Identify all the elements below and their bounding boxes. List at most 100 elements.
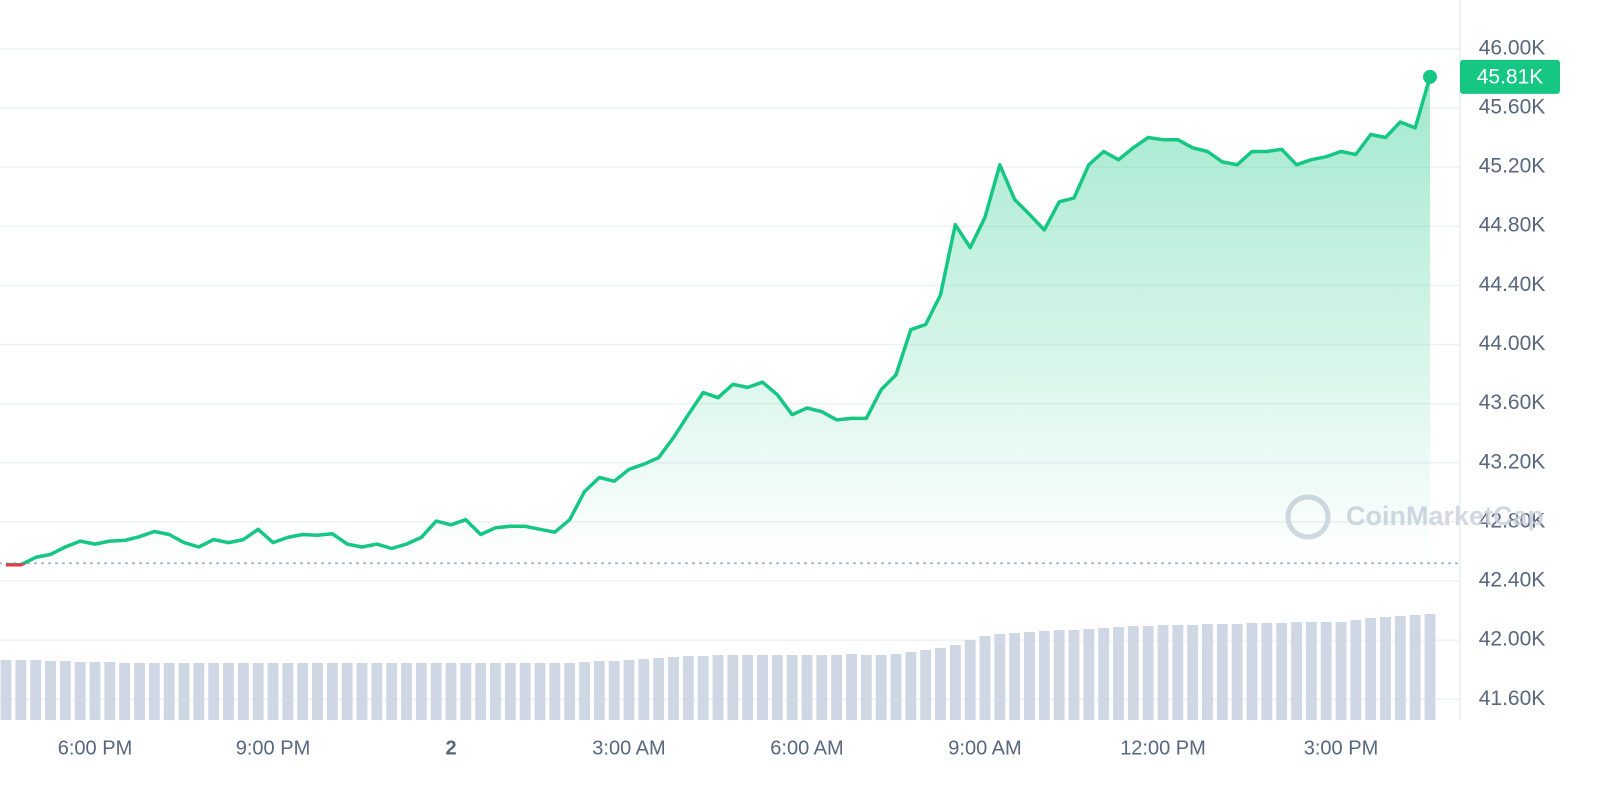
area: [6, 76, 1430, 565]
volume-bar: [593, 661, 605, 720]
volume-bar: [668, 657, 679, 720]
volume-bar: [1231, 624, 1243, 720]
volume-bar: [45, 661, 56, 720]
y-tick-label: 43.20K: [1479, 450, 1546, 473]
volume-bar: [979, 636, 991, 720]
volume-bar: [1394, 616, 1406, 720]
volume-bar: [608, 661, 620, 720]
volume-bar: [846, 654, 857, 720]
volume-bar: [163, 663, 175, 720]
volume-bar: [104, 662, 116, 720]
volume-bar: [0, 660, 12, 720]
volume-bar: [875, 655, 887, 720]
volume-bar: [994, 634, 1006, 720]
volume-bar: [193, 663, 205, 720]
x-tick-label: 9:00 AM: [948, 737, 1021, 759]
volume-bar: [490, 663, 501, 720]
volume-bar: [549, 663, 561, 720]
volume-bar: [1083, 629, 1095, 720]
x-tick-label: 6:00 PM: [58, 737, 132, 759]
volume-bar: [771, 655, 783, 720]
volume-bar: [1335, 622, 1347, 720]
volume-bar: [920, 650, 932, 720]
volume-bar: [208, 663, 220, 720]
volume-bar: [623, 660, 635, 720]
volume-bar: [638, 659, 650, 720]
volume-bar: [1216, 624, 1228, 720]
volume-bar: [401, 663, 412, 720]
volume-bar: [341, 663, 353, 720]
x-tick-label: 3:00 PM: [1304, 737, 1378, 759]
volume-bar: [697, 656, 709, 720]
y-tick-label: 43.60K: [1479, 391, 1546, 414]
last-price-tag: [1460, 59, 1560, 94]
volume-bar: [1246, 623, 1258, 720]
volume-bar: [223, 663, 234, 720]
volume-bar: [178, 663, 190, 720]
volume-bar: [1068, 630, 1080, 720]
volume-bar: [1172, 625, 1184, 720]
volume-bar: [1202, 624, 1213, 720]
y-tick-label: 42.00K: [1479, 628, 1546, 651]
volume-bar: [653, 658, 665, 720]
volume-bar: [1187, 625, 1199, 720]
y-tick-label: 42.40K: [1479, 569, 1546, 592]
volume-bar: [1024, 632, 1035, 720]
x-tick-label: 12:00 PM: [1120, 737, 1206, 759]
volume-bar: [1424, 614, 1436, 720]
volume-bar: [430, 663, 442, 720]
volume-bar: [816, 655, 828, 720]
y-tick-label: 44.00K: [1479, 332, 1546, 355]
volume-bar: [1305, 622, 1317, 720]
y-tick-label: 44.40K: [1479, 273, 1546, 296]
y-tick-label: 41.60K: [1479, 687, 1546, 710]
volume-bar: [949, 645, 961, 720]
x-tick-label: 3:00 AM: [592, 737, 665, 759]
volume-bar: [148, 663, 160, 720]
volume-bar: [119, 663, 131, 720]
volume-bar: [1157, 625, 1169, 720]
volume-bar: [134, 663, 145, 720]
volume-bar: [1261, 623, 1273, 720]
volume-bar: [1038, 631, 1050, 720]
last-point: [1423, 69, 1437, 84]
volume-bar: [1409, 615, 1421, 720]
y-tick-label: 45.20K: [1479, 155, 1546, 178]
volume-bar: [326, 663, 338, 720]
volume-bar: [534, 663, 546, 720]
volume-bar: [445, 663, 457, 720]
volume-bar: [564, 663, 576, 720]
volume-bar: [415, 663, 427, 720]
volume-bar: [237, 663, 249, 720]
volume-bar: [964, 640, 976, 720]
volume-bar: [386, 663, 398, 720]
volume-bar: [30, 660, 42, 720]
x-tick-label: 6:00 AM: [770, 737, 843, 759]
volume-bar: [1291, 622, 1302, 720]
volume-bar: [786, 655, 798, 720]
volume-bar: [89, 662, 101, 720]
volume-bar: [15, 660, 27, 720]
volume-bar: [905, 652, 917, 720]
volume-bar: [742, 655, 754, 720]
y-tick-label: 45.60K: [1479, 95, 1546, 118]
last-price-label: 45.81K: [1477, 65, 1544, 88]
y-tick-label: 46.00K: [1479, 36, 1546, 59]
volume-bar: [1127, 626, 1139, 720]
volume-bar: [1365, 618, 1377, 720]
volume-bar: [1276, 623, 1288, 720]
volume-bar: [1380, 617, 1391, 720]
volume-bar: [1098, 628, 1110, 720]
volume-bar: [504, 663, 516, 720]
volume-bar: [890, 654, 902, 720]
y-tick-label: 44.80K: [1479, 214, 1546, 237]
volume-bar: [831, 655, 843, 720]
volume-bar: [297, 663, 309, 720]
volume-bar: [1053, 630, 1065, 720]
volume-bar: [712, 655, 724, 720]
volume-bar: [935, 648, 946, 720]
volume-bar: [757, 655, 768, 720]
volume-bar: [312, 663, 323, 720]
